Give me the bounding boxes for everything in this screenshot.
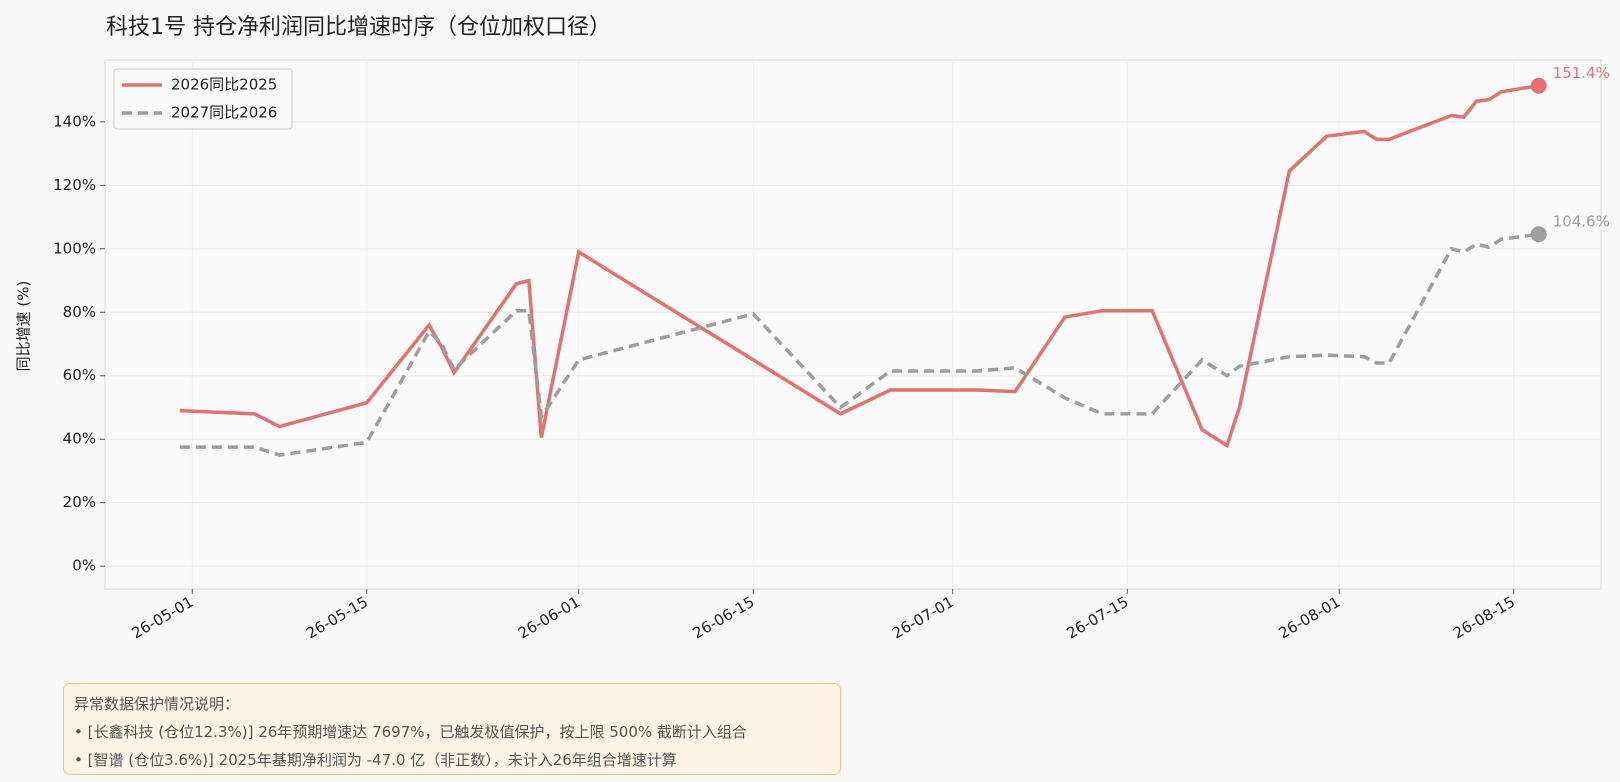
end-point bbox=[1530, 226, 1547, 243]
x-tick-label: 26-06-01 bbox=[515, 593, 583, 643]
chart: 科技1号 持仓净利润同比增速时序（仓位加权口径） 同比增速 (%) 0% 20% 4… bbox=[15, 15, 1610, 643]
y-tick-label: 40% bbox=[63, 430, 96, 448]
legend-label: 2027同比2026 bbox=[171, 104, 277, 122]
x-tick-label: 26-07-15 bbox=[1064, 593, 1132, 643]
y-tick-label: 20% bbox=[63, 493, 96, 511]
plot-area bbox=[104, 59, 1602, 590]
notes-box: 异常数据保护情况说明： • [长鑫科技 (仓位12.3%)] 26年预期增速达 … bbox=[63, 683, 841, 775]
notes-item: • [长鑫科技 (仓位12.3%)] 26年预期增速达 7697%，已触发极值保… bbox=[74, 723, 747, 741]
legend-label: 2026同比2025 bbox=[171, 76, 277, 94]
x-tick-label: 26-08-15 bbox=[1450, 593, 1518, 643]
chart-title: 科技1号 持仓净利润同比增速时序（仓位加权口径） bbox=[106, 15, 611, 40]
x-tick-label: 26-05-01 bbox=[129, 593, 197, 643]
x-tick-label: 26-08-01 bbox=[1275, 593, 1343, 643]
notes-title: 异常数据保护情况说明： bbox=[74, 695, 240, 713]
x-tick-label: 26-07-01 bbox=[889, 593, 957, 643]
notes-item: • [智谱 (仓位3.6%)] 2025年基期净利润为 -47.0 亿（非正数）… bbox=[74, 751, 677, 769]
y-tick-label: 140% bbox=[53, 112, 96, 130]
series-line bbox=[179, 83, 1539, 449]
y-tick-label: 80% bbox=[63, 303, 96, 321]
y-tick-label: 100% bbox=[53, 239, 96, 257]
end-point bbox=[1530, 77, 1547, 94]
end-label: 104.6% bbox=[1553, 213, 1610, 231]
y-axis-label: 同比增速 (%) bbox=[15, 281, 33, 372]
y-tick-label: 120% bbox=[53, 176, 96, 194]
y-tick-label: 0% bbox=[72, 557, 96, 575]
x-tick-label: 26-05-15 bbox=[303, 593, 371, 643]
y-tick-label: 60% bbox=[63, 366, 96, 384]
x-tick-label: 26-06-15 bbox=[690, 593, 758, 643]
series-line bbox=[179, 232, 1539, 457]
end-label: 151.4% bbox=[1553, 64, 1610, 82]
